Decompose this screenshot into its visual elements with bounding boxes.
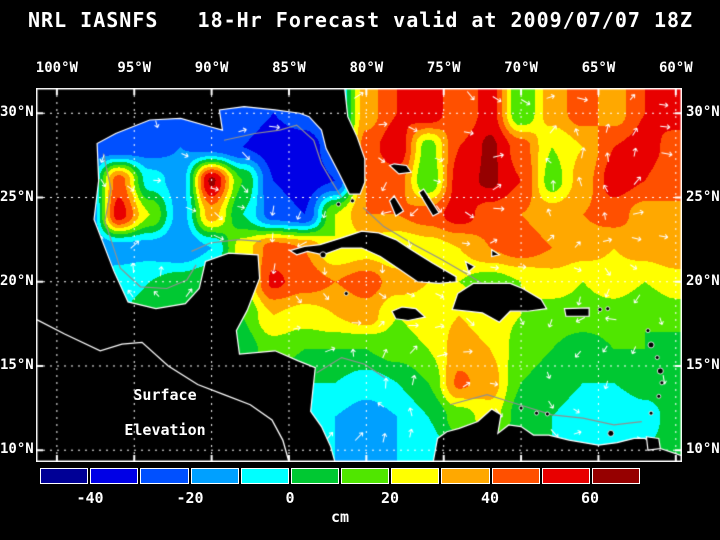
colorbar-unit-label: cm [330,508,350,526]
lon-tick-label: 65°W [581,60,616,76]
colorbar-segment [190,468,239,484]
lat-tick-label-left: 25°N [0,188,34,205]
colorbar-segment [341,468,390,484]
colorbar-tick-label: -20 [176,489,204,507]
lon-tick-label: 95°W [117,60,152,76]
colorbar-segment [391,468,440,484]
lat-tick-label-right: 30°N [686,104,720,121]
colorbar [40,468,641,484]
colorbar-tick-label: 20 [380,489,400,507]
lat-tick-label-right: 25°N [686,188,720,205]
lat-tick-label-left: 20°N [0,272,34,289]
colorbar-segment [140,468,189,484]
colorbar-segment [591,468,641,484]
lon-tick-label: 90°W [194,60,229,76]
colorbar-segment [90,468,139,484]
colorbar-tick-label: 60 [580,489,600,507]
colorbar-tick-label: 0 [285,489,295,507]
colorbar-tick-label: 40 [480,489,500,507]
colorbar-segment [40,468,89,484]
lat-tick-label-right: 20°N [686,272,720,289]
lat-tick-label-left: 10°N [0,441,34,458]
forecast-map-canvas [36,88,682,462]
lon-tick-label: 100°W [35,60,78,76]
lon-tick-label: 70°W [504,60,538,76]
lat-tick-label-right: 15°N [686,356,720,373]
plot-title: NRL IASNFS 18-Hr Forecast valid at 2009/… [28,8,694,32]
lon-tick-label: 85°W [272,60,306,76]
map-annotation-elevation: Elevation [124,421,206,439]
colorbar-segment [491,468,540,484]
colorbar-tick-label: -40 [76,489,104,507]
colorbar-segment [240,468,289,484]
map-annotation-surface: Surface [133,386,197,404]
lat-tick-label-left: 15°N [0,356,34,373]
colorbar-segment [541,468,590,484]
lon-tick-label: 80°W [349,60,384,76]
lon-tick-label: 60°W [658,60,693,76]
lat-tick-label-right: 10°N [686,441,720,458]
lon-tick-label: 75°W [426,60,461,76]
colorbar-segment [441,468,490,484]
colorbar-segment [290,468,340,484]
lat-tick-label-left: 30°N [0,104,34,121]
